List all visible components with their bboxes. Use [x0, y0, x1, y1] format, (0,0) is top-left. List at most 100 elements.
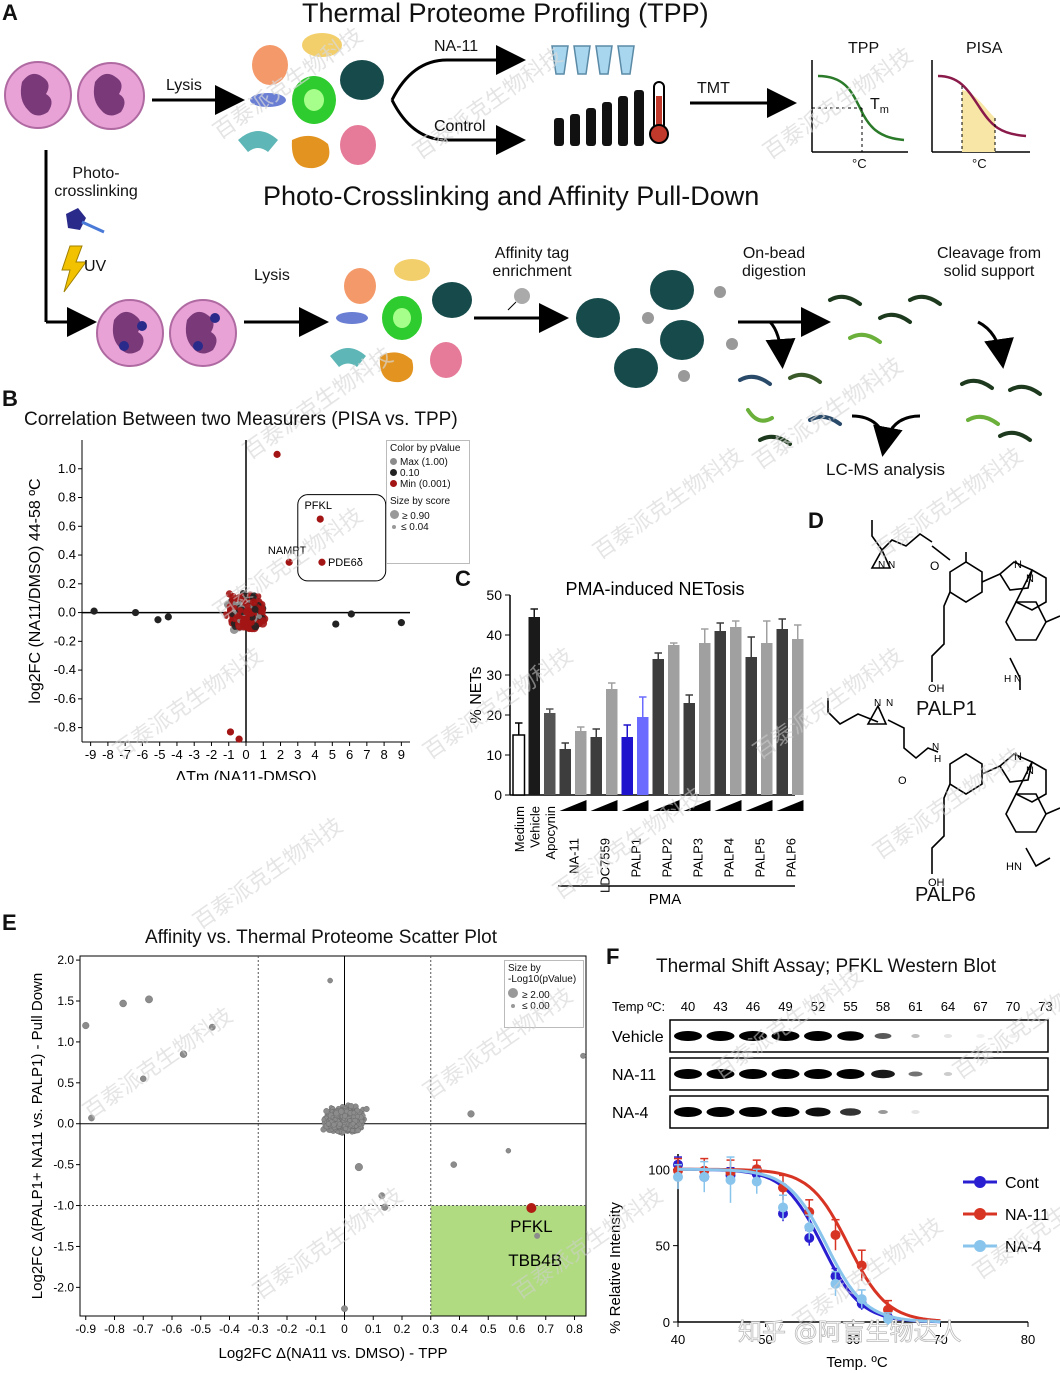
y-tick-label: -0.4	[54, 662, 76, 677]
bar-label: PALP4	[721, 838, 736, 878]
tm-label: Tm	[870, 96, 889, 117]
scatter-point	[208, 1023, 216, 1031]
x-axis-label: Log2FC Δ(NA11 vs. DMSO) - TPP	[219, 1345, 448, 1362]
scatter-point	[325, 1121, 331, 1127]
scatter-point	[131, 608, 140, 617]
dose-wedge	[621, 800, 649, 811]
data-point	[725, 1174, 736, 1185]
scatter-point	[340, 1130, 346, 1135]
lysis-label: Lysis	[166, 77, 202, 94]
temp-tick: 67	[973, 999, 987, 1014]
legend-label: Cont	[1005, 1175, 1039, 1192]
temp-tick: 73	[1038, 999, 1052, 1014]
scatter-point	[233, 597, 239, 603]
data-point	[830, 1229, 841, 1240]
legend-size-title: Size by score	[390, 496, 451, 507]
x-tick-label: -0.8	[104, 1322, 125, 1336]
bar	[590, 737, 602, 795]
scatter-point	[332, 620, 340, 628]
digested-peptides	[738, 294, 1042, 446]
dose-wedge	[714, 800, 742, 811]
affinity-thermal-scatter: -0.9 -0.8 -0.7 -0.6 -0.5 -0.4 -0.3 -0.2 -0.1 0 0.1…	[29, 953, 587, 1362]
scatter-point	[245, 615, 251, 621]
proteins-bottom	[330, 259, 472, 383]
bar	[637, 717, 649, 795]
bar	[683, 703, 695, 795]
atom-oh: OH	[928, 683, 945, 695]
y-tick-label: 100	[648, 1162, 670, 1177]
scatter-point	[249, 598, 258, 607]
control-label: Control	[434, 118, 486, 135]
temp-tick: 52	[811, 999, 825, 1014]
atom-h: H	[934, 754, 941, 765]
x-tick-label: -0.7	[133, 1322, 154, 1336]
x-tick-label: -0.4	[219, 1322, 240, 1336]
x-tick-label: 0	[242, 747, 249, 762]
y-tick-label: 1.0	[57, 1035, 74, 1049]
scatter-point	[260, 617, 267, 625]
blot-band	[878, 1110, 888, 1114]
data-point	[856, 1260, 867, 1271]
scatter-point	[226, 728, 235, 736]
legend-item: Max (1.00)	[400, 457, 448, 468]
y-tick-label: 0.6	[58, 518, 76, 533]
palp6-label: PALP6	[915, 884, 976, 906]
y-tick-label: -2.0	[53, 1280, 74, 1294]
legend-label: NA-11	[1005, 1207, 1049, 1224]
x-tick-label: 0.5	[480, 1322, 497, 1336]
enriched-complexes	[576, 270, 738, 388]
temp-tick: 40	[681, 999, 695, 1014]
blot-band	[805, 1107, 831, 1117]
scatter-point	[232, 604, 238, 611]
palp1-label: PALP1	[916, 698, 977, 720]
affinity-enrichment-label: Affinity tag enrichment	[492, 245, 572, 280]
legend-item: ≥ 0.90	[402, 511, 430, 522]
y-tick-label: 1.5	[57, 994, 74, 1008]
highlight-label: PFKL	[510, 1217, 553, 1236]
bar	[621, 737, 633, 795]
scatter-point	[348, 1103, 355, 1109]
scatter-point	[321, 1117, 327, 1123]
highlight-box	[297, 494, 387, 582]
bar	[792, 639, 804, 795]
data-point	[883, 1313, 893, 1324]
x-tick-label: 5	[329, 747, 336, 762]
bar-label: PALP6	[783, 838, 798, 878]
blot-band	[911, 1034, 920, 1038]
bar	[668, 645, 680, 795]
bar-label: PALP3	[690, 838, 705, 878]
temp-tick: 61	[908, 999, 922, 1014]
x-tick-label: 9	[398, 747, 405, 762]
data-point	[751, 1176, 762, 1187]
blot-band	[874, 1033, 892, 1039]
blot-band	[837, 1031, 864, 1041]
scatter-point	[119, 999, 127, 1008]
panel-e-legend: Size by -Log10(pValue) ≥ 2.00 ≤ 0.00	[504, 960, 584, 1028]
x-axis-label: Temp. ºC	[826, 1354, 887, 1371]
y-tick-label: -0.2	[54, 633, 76, 648]
atom-o: O	[898, 775, 907, 787]
scatter-point	[342, 1113, 348, 1119]
y-tick-label: 0.8	[58, 490, 76, 505]
scatter-point	[338, 1108, 345, 1115]
x-tick-label: -0.2	[277, 1322, 298, 1336]
scatter-point	[82, 1021, 90, 1030]
x-tick-label: 70	[933, 1332, 947, 1347]
bar-label: PALP2	[659, 838, 674, 878]
panel-letter-f: F	[606, 944, 620, 969]
legend-item: ≥ 2.00	[522, 990, 550, 1001]
x-tick-label: 0.4	[451, 1322, 468, 1336]
pisa-plot-title: PISA	[966, 40, 1003, 57]
y-tick-label: -0.6	[54, 691, 76, 706]
x-tick-label: 2	[277, 747, 284, 762]
photo-crosslinking-label: Photo-crosslinking	[54, 165, 138, 200]
western-blot-title: Thermal Shift Assay; PFKL Western Blot	[656, 956, 997, 977]
legend-marker	[974, 1240, 986, 1252]
blot-band	[840, 1108, 861, 1116]
data-point	[804, 1222, 815, 1233]
atom-n: N	[1026, 573, 1034, 585]
y-tick-label: 40	[486, 627, 502, 643]
scatter-point	[347, 1118, 352, 1123]
x-tick-label: 40	[671, 1332, 685, 1347]
bar	[714, 631, 726, 795]
